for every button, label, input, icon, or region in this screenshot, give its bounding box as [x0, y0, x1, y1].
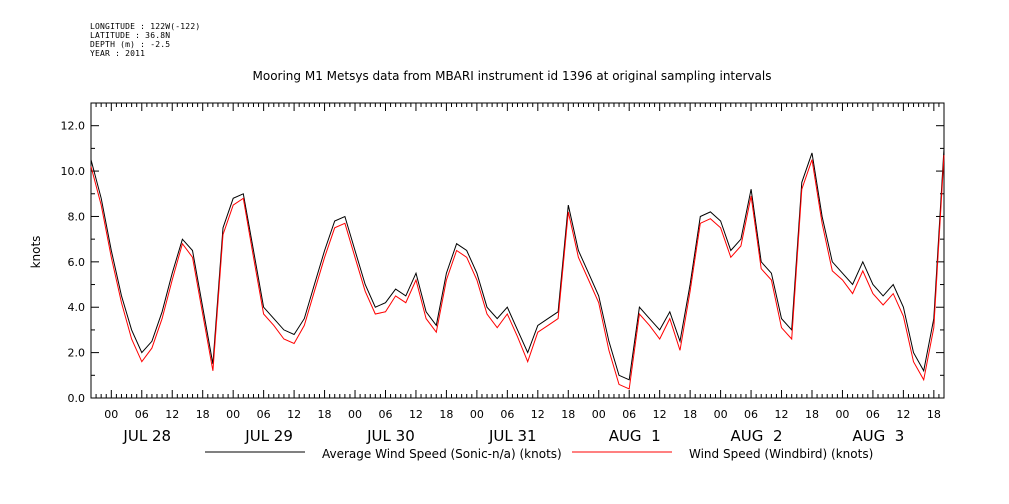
y-axis-label: knots	[29, 236, 43, 269]
x-tick-label: 12	[531, 408, 545, 421]
x-tick-label: 00	[226, 408, 240, 421]
day-label: AUG 3	[852, 427, 904, 445]
y-tick-label: 10.0	[61, 165, 86, 178]
latitude-label: LATITUDE : 36.8N	[90, 31, 171, 40]
x-tick-label: 00	[714, 408, 728, 421]
average-wind-speed-line	[90, 148, 945, 381]
x-tick-label: 00	[348, 408, 362, 421]
year-label: YEAR : 2011	[90, 49, 146, 58]
y-tick-label: 12.0	[61, 120, 86, 133]
x-tick-label: 06	[257, 408, 271, 421]
x-tick-label: 12	[775, 408, 789, 421]
depth-label: DEPTH (m) : -2.5	[90, 40, 171, 49]
x-tick-label: 00	[104, 408, 118, 421]
series-lines	[90, 148, 945, 390]
day-label: JUL 28	[122, 427, 171, 445]
day-label: AUG 1	[609, 427, 661, 445]
x-tick-label: 12	[165, 408, 179, 421]
x-tick-label: 12	[896, 408, 910, 421]
chart-title: Mooring M1 Metsys data from MBARI instru…	[253, 69, 772, 83]
day-label: JUL 29	[244, 427, 293, 445]
x-tick-label: 12	[287, 408, 301, 421]
y-tick-label: 6.0	[68, 256, 86, 269]
x-tick-label: 12	[409, 408, 423, 421]
day-label: JUL 31	[488, 427, 537, 445]
x-tick-label: 06	[866, 408, 880, 421]
station-metadata: LONGITUDE : 122W(-122) LATITUDE : 36.8N …	[90, 22, 200, 58]
y-tick-label: 8.0	[68, 210, 86, 223]
x-tick-label: 06	[135, 408, 149, 421]
x-tick-label: 00	[470, 408, 484, 421]
legend-windbird-label: Wind Speed (Windbird) (knots)	[689, 447, 873, 461]
x-tick-label: 18	[561, 408, 575, 421]
axis-ticks: 0.0 2.0 4.0 6.0 8.0 10.0 12.0 00 06 12 18 00 06 12 18 0…	[61, 103, 945, 445]
x-tick-label: 18	[318, 408, 332, 421]
x-tick-label: 06	[500, 408, 514, 421]
x-tick-label: 18	[805, 408, 819, 421]
x-tick-label: 06	[378, 408, 392, 421]
x-tick-label: 18	[196, 408, 210, 421]
x-tick-label: 18	[439, 408, 453, 421]
x-tick-label: 12	[653, 408, 667, 421]
x-tick-label: 00	[835, 408, 849, 421]
y-tick-label: 4.0	[68, 301, 86, 314]
x-tick-label: 00	[592, 408, 606, 421]
plot-frame	[90, 102, 945, 399]
legend-average-label: Average Wind Speed (Sonic-n/a) (knots)	[322, 447, 562, 461]
x-tick-label: 18	[683, 408, 697, 421]
y-tick-label: 2.0	[68, 347, 86, 360]
windbird-wind-speed-line	[90, 155, 945, 390]
x-tick-label: 06	[622, 408, 636, 421]
legend: Average Wind Speed (Sonic-n/a) (knots) Wi…	[205, 447, 873, 461]
day-label: AUG 2	[731, 427, 783, 445]
x-tick-label: 18	[927, 408, 941, 421]
x-tick-label: 06	[744, 408, 758, 421]
day-label: JUL 30	[366, 427, 415, 445]
longitude-label: LONGITUDE : 122W(-122)	[90, 22, 201, 31]
y-tick-label: 0.0	[68, 392, 86, 405]
